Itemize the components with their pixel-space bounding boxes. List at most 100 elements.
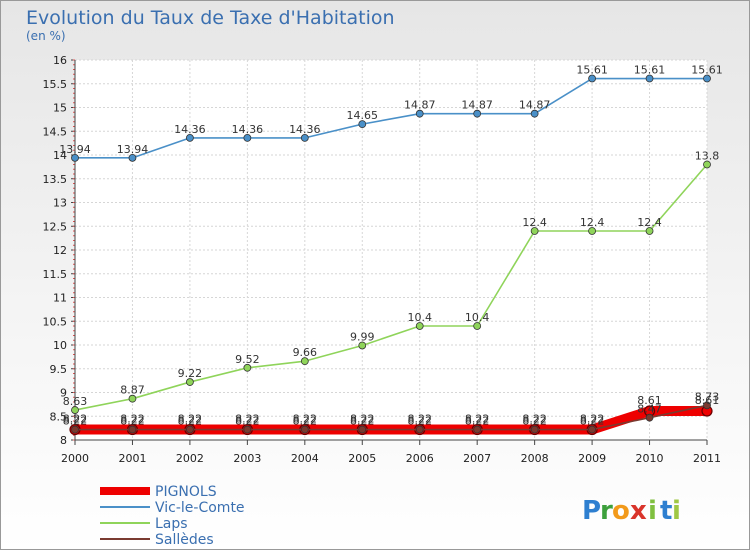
x-tick-label: 2008	[521, 452, 549, 465]
y-tick-label: 12.5	[43, 220, 68, 233]
data-point	[645, 227, 654, 235]
y-tick-label: 12	[53, 244, 67, 257]
data-point	[415, 109, 424, 118]
data-point	[588, 425, 596, 434]
data-label: 8.63	[63, 395, 88, 408]
axes-layer: 8 8.5 9 9.5 10 10.5 11 11.5 12 12.5 13 13.5 14 14.5 15…	[43, 54, 722, 465]
legend-label: Vic-le-Comte	[155, 500, 245, 516]
series-line-sallèdes	[75, 404, 708, 431]
data-point	[128, 153, 137, 162]
x-tick-label: 2001	[118, 452, 146, 465]
x-tick-label: 2011	[693, 452, 721, 465]
data-label: 8.22	[178, 415, 203, 428]
data-label: 8.22	[120, 415, 145, 428]
y-tick-label: 10	[53, 339, 67, 352]
data-label: 8.22	[350, 415, 375, 428]
data-label: 15.61	[691, 64, 723, 77]
data-label: 14.36	[174, 123, 206, 136]
data-label: 8.22	[293, 415, 318, 428]
y-tick-label: 9	[60, 387, 67, 400]
data-point	[645, 74, 654, 83]
data-point	[71, 425, 79, 434]
data-label: 8.22	[580, 415, 605, 428]
data-label: 9.99	[350, 330, 375, 343]
brand-letter: t	[660, 496, 672, 526]
data-point	[473, 425, 482, 434]
data-point	[71, 406, 79, 414]
y-tick-label: 9.5	[50, 363, 68, 376]
data-label: 9.52	[235, 353, 260, 366]
labels-layer: 13.94 13.94 14.36 14.36 14.36 14.65 14.87 14.87…	[59, 64, 723, 428]
data-label: 14.65	[347, 109, 379, 122]
data-label: 13.8	[695, 150, 720, 163]
y-tick-label: 8	[60, 434, 67, 447]
data-label: 13.94	[117, 143, 149, 156]
data-label: 12.4	[522, 216, 547, 229]
data-point	[358, 341, 367, 350]
data-point	[300, 357, 309, 366]
data-point	[128, 425, 137, 434]
brand-logo: Pr o x i t i	[582, 496, 681, 526]
data-point	[358, 425, 367, 434]
data-point	[300, 133, 309, 142]
data-label: 14.87	[461, 99, 493, 112]
data-label: 10.4	[465, 311, 490, 324]
legend-label: Sallèdes	[155, 532, 214, 548]
data-label: 8.22	[63, 413, 88, 426]
data-point	[243, 425, 252, 434]
x-tick-label: 2009	[578, 452, 606, 465]
data-point	[703, 74, 711, 83]
data-point	[186, 425, 194, 434]
data-label: 12.4	[637, 216, 662, 229]
data-label: 8.22	[407, 413, 432, 426]
data-point	[243, 363, 252, 372]
data-label: 8.87	[120, 384, 145, 397]
data-label: 8.22	[120, 413, 145, 426]
legend-label: PIGNOLS	[155, 484, 217, 500]
series-layer	[69, 74, 713, 436]
data-label: 8.61	[637, 394, 662, 407]
series-line-laps	[74, 163, 708, 411]
chart-subtitle: (en %)	[26, 29, 66, 43]
y-tick-label: 13	[53, 197, 67, 210]
data-label: 8.22	[235, 415, 260, 428]
x-tick-label: 2007	[463, 452, 491, 465]
data-point	[186, 133, 194, 142]
data-point	[186, 378, 194, 386]
brand-letter: r	[600, 496, 613, 526]
brand-letter: i	[672, 496, 681, 526]
data-point	[703, 401, 711, 410]
data-label: 8.73	[695, 390, 720, 403]
y-tick-label: 16	[53, 54, 67, 67]
data-label: 10.4	[407, 311, 432, 324]
y-tick-label: 13.5	[43, 173, 68, 186]
data-label: 8.22	[407, 415, 432, 428]
data-label: 8.22	[580, 413, 605, 426]
data-label: 8.22	[293, 413, 318, 426]
chart-title: Evolution du Taux de Taxe d'Habitation	[26, 7, 395, 29]
x-tick-label: 2000	[61, 452, 89, 465]
data-label: 8.61	[695, 394, 720, 407]
data-label: 8.22	[465, 415, 490, 428]
data-label: 15.61	[576, 64, 608, 77]
data-label: 8.22	[522, 415, 547, 428]
data-label: 9.22	[178, 367, 203, 380]
data-label: 8.22	[465, 413, 490, 426]
y-tick-label: 14	[53, 149, 67, 162]
x-tick-label: 2006	[406, 452, 434, 465]
data-point	[71, 153, 79, 162]
data-point	[415, 322, 424, 330]
data-point	[243, 133, 252, 142]
legend-label: Laps	[155, 516, 188, 532]
data-point	[530, 227, 539, 235]
brand-letter: x	[630, 496, 647, 526]
data-label: 8.47	[637, 403, 662, 416]
series-line-vic-le-comte	[75, 77, 707, 159]
data-point	[530, 425, 539, 434]
data-label: 8.22	[350, 413, 375, 426]
data-label: 13.94	[59, 143, 91, 156]
y-tick-label: 10.5	[43, 315, 68, 328]
data-point	[703, 160, 711, 169]
data-label: 8.22	[178, 413, 203, 426]
